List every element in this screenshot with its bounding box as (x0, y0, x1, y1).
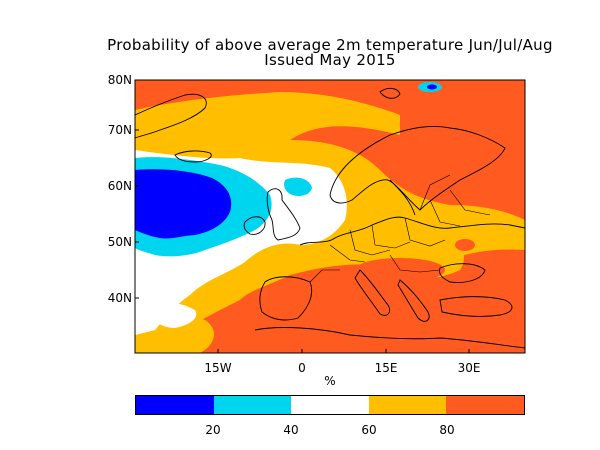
category-40-60 (150, 302, 197, 328)
coastlines (135, 87, 525, 349)
lon-label-15e: 15E (374, 361, 398, 375)
lat-label-70n: 70N (107, 123, 132, 137)
category-60-80 (135, 92, 400, 150)
colorbar (135, 395, 525, 415)
category-0-20 (427, 84, 437, 90)
lat-label-80n: 80N (107, 73, 132, 87)
colorbar-segment-40-60 (291, 396, 369, 414)
colorbar-segment-20-40 (213, 396, 292, 414)
colorbar-label-20: 20 (205, 423, 221, 437)
lat-label-40n: 40N (107, 291, 132, 305)
map-subtitle: Issued May 2015 (264, 51, 396, 69)
lon-label-15w: 15W (204, 361, 232, 375)
map-frame (134, 79, 526, 354)
colorbar-label-60: 60 (361, 423, 377, 437)
lat-label-50n: 50N (107, 235, 132, 249)
colorbar-segment-80-100 (446, 396, 524, 414)
lat-label-60n: 60N (107, 179, 132, 193)
map-title: Probability of above average 2m temperat… (107, 36, 553, 54)
category-0-20 (135, 169, 232, 239)
category-80-100 (455, 239, 475, 251)
category-20-40 (284, 177, 312, 196)
lon-label-30e: 30E (457, 361, 481, 375)
lon-label-0: 0 (298, 361, 306, 375)
colorbar-label-80: 80 (439, 423, 455, 437)
colorbar-segment-60-80 (368, 396, 447, 414)
colorbar-label-40: 40 (283, 423, 299, 437)
lat-ticks (135, 79, 470, 353)
units-label: % (324, 374, 336, 388)
probability-field (135, 80, 525, 353)
country-borders (309, 174, 491, 283)
colorbar-segment-0-20 (136, 396, 214, 414)
